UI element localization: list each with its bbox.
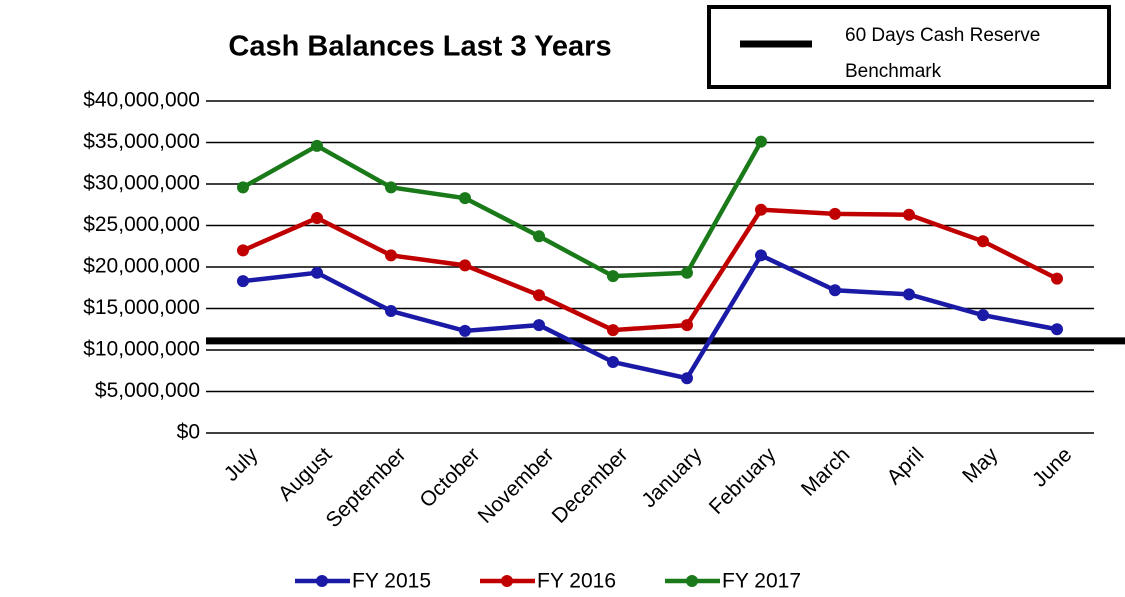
y-tick-label: $35,000,000 [83, 130, 200, 153]
series-point [311, 139, 323, 152]
x-tick-label: November [474, 443, 559, 528]
series-point [533, 230, 545, 243]
x-tick-label: March [797, 443, 855, 501]
y-tick-label: $40,000,000 [83, 89, 200, 112]
series-point [311, 266, 323, 279]
series-point [607, 356, 619, 369]
series-point [977, 309, 989, 322]
series-point [681, 372, 693, 385]
series-point [755, 203, 767, 216]
x-tick-label: July [220, 443, 263, 486]
y-tick-label: $25,000,000 [83, 213, 200, 236]
series-point [237, 244, 249, 257]
legend-label: FY 2016 [537, 570, 616, 593]
series-point [459, 259, 471, 272]
series-point [755, 249, 767, 262]
y-tick-label: $5,000,000 [95, 379, 200, 402]
series-point [459, 192, 471, 205]
series-point [459, 324, 471, 337]
x-tick-label: May [958, 443, 1003, 488]
benchmark-legend-box [707, 5, 1111, 89]
series-point [607, 324, 619, 337]
y-tick-label: $20,000,000 [83, 255, 200, 278]
x-tick-label: June [1028, 443, 1076, 491]
legend-marker [316, 575, 328, 587]
x-tick-label: December [548, 443, 633, 528]
x-tick-label: April [882, 443, 928, 489]
series-point [607, 270, 619, 283]
legend-label: FY 2017 [722, 570, 801, 593]
series-point [533, 289, 545, 302]
series-line [242, 252, 1058, 381]
y-tick-label: $10,000,000 [83, 338, 200, 361]
y-tick-label: $0 [177, 421, 200, 444]
series-point [829, 207, 841, 220]
series-point [311, 212, 323, 225]
series-point [237, 181, 249, 194]
series-point [533, 319, 545, 332]
legend-marker [501, 575, 513, 587]
benchmark-legend-label: 60 Days Cash Reserve Benchmark [845, 25, 1041, 82]
chart-title: Cash Balances Last 3 Years [228, 31, 611, 63]
series-point [385, 249, 397, 262]
y-tick-label: $15,000,000 [83, 296, 200, 319]
series-point [681, 319, 693, 332]
x-tick-label: September [322, 443, 411, 532]
series-point [1051, 323, 1063, 336]
x-tick-label: February [705, 443, 781, 519]
y-tick-label: $30,000,000 [83, 172, 200, 195]
series-line [242, 207, 1059, 333]
series-point [385, 304, 397, 317]
series-point [1051, 272, 1063, 285]
series-point [755, 135, 767, 148]
series-point [681, 266, 693, 279]
legend-marker [686, 575, 698, 587]
x-tick-label: October [415, 443, 484, 512]
x-tick-label: January [637, 443, 706, 512]
series-line [241, 140, 763, 279]
series-point [903, 288, 915, 301]
series-point [237, 275, 249, 288]
legend-label: FY 2015 [352, 570, 431, 593]
series-point [977, 235, 989, 248]
series-point [903, 208, 915, 221]
x-tick-label: August [274, 443, 337, 506]
series-point [829, 284, 841, 297]
series-point [385, 181, 397, 194]
